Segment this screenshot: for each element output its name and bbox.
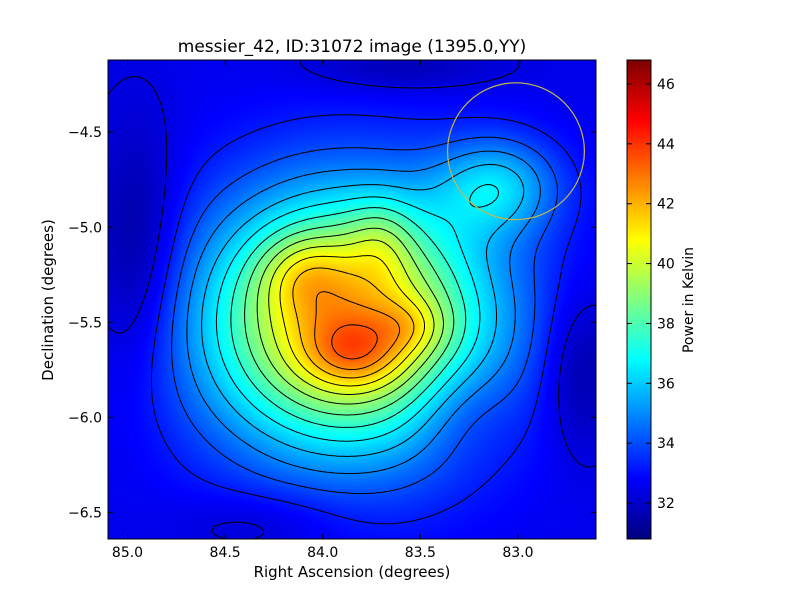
contour-line [186,150,541,474]
contour-line [150,114,582,525]
y-tick-label: −5.0 [68,220,102,236]
heatmap-plot [107,59,597,540]
colorbar-gradient [627,60,651,539]
y-axis-label: Declination (degrees) [39,219,57,381]
colorbar-tick-label: 46 [657,77,675,93]
colorbar-tick-label: 36 [657,376,675,392]
y-axis: −4.5 −5.0 −5.5 −6.0 −6.5 [68,125,596,521]
heatmap-image [108,60,596,539]
x-tick-label: 85.0 [112,545,143,561]
contour-line [314,291,401,370]
contour-line [244,217,455,416]
y-tick-label: −5.5 [68,315,102,331]
x-axis-label: Right Ascension (degrees) [254,563,451,581]
y-tick-label: −6.0 [68,410,102,426]
colorbar-tick-label: 42 [657,197,675,213]
x-axis: 85.0 84.5 84.0 83.5 83.0 [112,60,534,561]
contour-line [292,267,415,379]
contour-line [331,324,378,360]
contour-line [107,59,597,540]
colorbar-tick-label: 44 [657,137,675,153]
colorbar-tick-label: 32 [657,496,675,512]
contour-line [215,184,499,442]
contour-line [268,239,435,395]
x-tick-label: 84.5 [210,545,241,561]
contour-line [230,207,467,428]
colorbar-tick-label: 38 [657,316,675,332]
colorbar-frame [626,59,652,540]
contour-line [256,227,444,405]
chart-title: messier_42, ID:31072 image (1395.0,YY) [178,37,526,57]
beam-circle [446,82,585,221]
y-tick-label: −4.5 [68,125,102,141]
x-tick-label: 84.0 [307,545,338,561]
colorbar-tick-label: 34 [657,436,675,452]
colorbar: 32 34 36 38 40 42 44 46 Power in Kelvin [626,59,697,540]
y-tick-label: −6.5 [68,505,102,521]
contour-line [201,164,525,457]
contour-line [279,255,425,387]
x-tick-label: 83.5 [405,545,436,561]
x-tick-label: 83.0 [502,545,533,561]
colorbar-tick-label: 40 [657,257,675,273]
colorbar-ticks: 32 34 36 38 40 42 44 46 [627,77,675,512]
plot-frame [107,59,597,540]
colorbar-label: Power in Kelvin [681,247,697,353]
contour-lines [107,59,597,540]
